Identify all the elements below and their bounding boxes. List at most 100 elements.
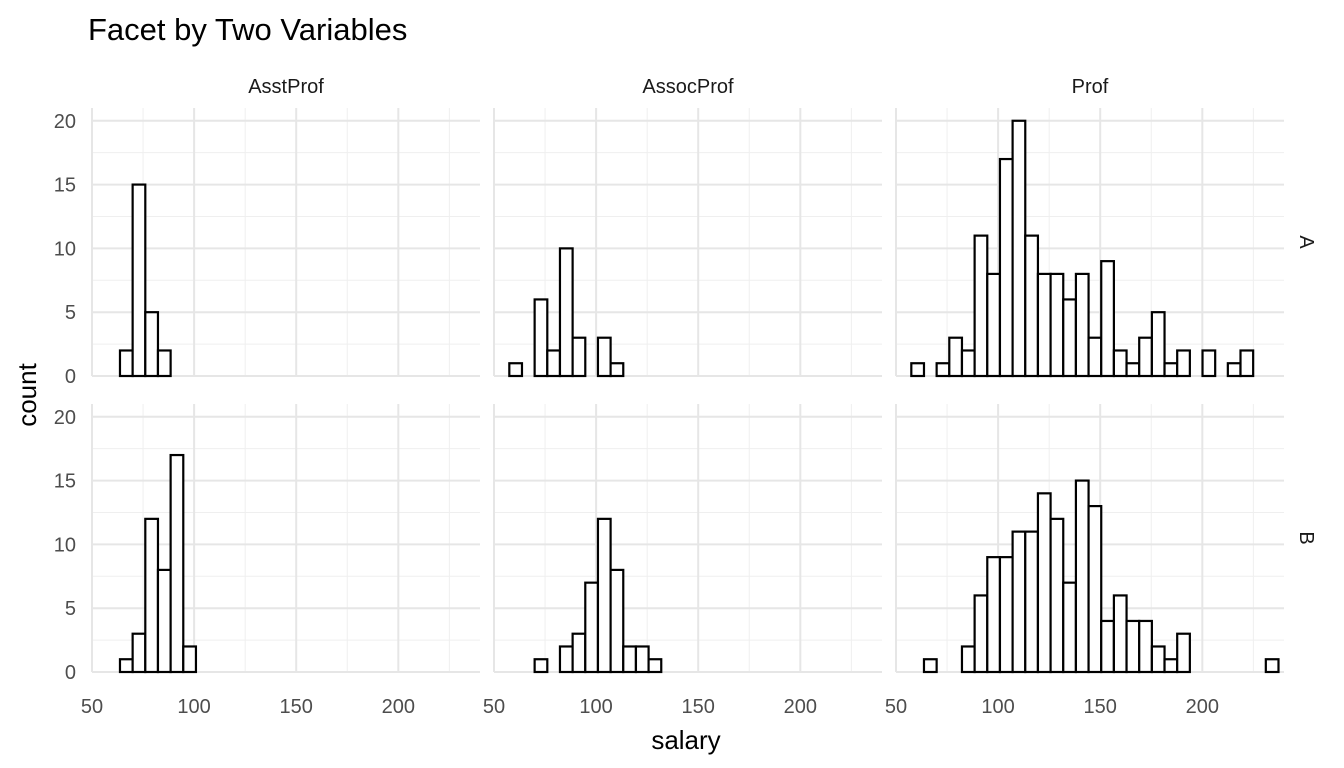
histogram-bar (1239, 349, 1255, 378)
histogram-bar (1100, 619, 1115, 674)
histogram-bar (1226, 362, 1242, 378)
strip-label-asstprof: AsstProf (248, 76, 324, 98)
histogram-bar (546, 349, 562, 378)
y-tick-label: 20 (54, 111, 76, 133)
x-tick-label: 100 (981, 696, 1014, 718)
histogram-bar (131, 632, 147, 674)
strip-label-prof: Prof (1072, 76, 1109, 98)
histogram-bar (1062, 581, 1078, 674)
panel-a-assocprof (493, 108, 882, 378)
panel-b-assocprof (493, 404, 882, 674)
y-axis-title: count (12, 362, 42, 426)
histogram-bar (144, 311, 160, 378)
y-tick-label: 15 (54, 471, 76, 493)
histogram-bar (118, 658, 134, 674)
histogram-bar (986, 272, 1002, 378)
y-tick-label: 20 (54, 407, 76, 429)
histogram-bar (622, 645, 638, 674)
histogram-bar (1176, 349, 1191, 378)
histogram-bar (634, 645, 650, 674)
histogram-bar (1087, 336, 1103, 378)
histogram-bar (998, 556, 1014, 674)
x-tick-label: 150 (682, 696, 715, 718)
histogram-bar (1163, 658, 1179, 674)
histogram-bar (1176, 632, 1191, 674)
x-tick-label: 50 (81, 696, 103, 718)
x-tick-label: 150 (280, 696, 313, 718)
x-tick-label: 150 (1084, 696, 1117, 718)
x-axis-ticks: 50 100 150 200 50 100 150 200 50 100 150 200 (81, 696, 1219, 718)
histogram-bar (922, 658, 938, 674)
histogram-bar (647, 658, 663, 674)
histogram-bar (508, 362, 524, 378)
histogram-bar (558, 645, 574, 674)
y-tick-label: 5 (65, 598, 76, 620)
histogram-bar (558, 247, 574, 378)
histogram-bar (169, 453, 185, 674)
histogram-bar (1100, 260, 1115, 378)
x-tick-label: 200 (1186, 696, 1219, 718)
panel-a-asstprof (91, 108, 480, 378)
histogram-bar (182, 645, 198, 674)
histogram-bar (156, 568, 172, 674)
histogram-bar (1138, 336, 1153, 378)
histogram-bar (1049, 272, 1065, 378)
x-tick-label: 50 (885, 696, 907, 718)
histogram-bar (571, 336, 587, 378)
histogram-bar (596, 517, 612, 674)
histogram-bar (1264, 658, 1280, 674)
histogram-bar (118, 349, 134, 378)
histogram-bar (1138, 619, 1153, 674)
histogram-bar (1011, 119, 1027, 378)
histogram-bar (533, 298, 549, 378)
panel-b-prof (895, 404, 1284, 674)
histogram-bar (948, 336, 964, 378)
histogram-bar (986, 556, 1002, 674)
y-tick-label: 0 (65, 662, 76, 684)
histogram-bar (609, 568, 625, 674)
histogram-bar (596, 336, 612, 378)
histogram-bar (1036, 492, 1052, 674)
histogram-bar (1074, 272, 1090, 378)
x-axis-title: salary (651, 725, 720, 755)
histogram-bar (1024, 530, 1040, 674)
histogram-bar (960, 645, 976, 674)
histogram-bar (1011, 530, 1027, 674)
histogram-bar (156, 349, 172, 378)
x-tick-label: 100 (579, 696, 612, 718)
histogram-bar (584, 581, 600, 674)
histogram-bar (1062, 298, 1078, 378)
histogram-bar (1201, 349, 1217, 378)
histogram-bar (1024, 234, 1040, 378)
histogram-bar (1112, 594, 1128, 674)
histogram-bar (571, 632, 587, 674)
histogram-bar (1087, 504, 1103, 674)
histogram-bar (1150, 311, 1166, 378)
histogram-bar (1074, 479, 1090, 674)
histogram-bar (935, 362, 951, 378)
histogram-bar (144, 517, 160, 674)
x-tick-label: 50 (483, 696, 505, 718)
panel-a-prof (895, 108, 1284, 378)
x-tick-label: 200 (382, 696, 415, 718)
histogram-bar (1163, 362, 1179, 378)
histogram-bar (1112, 349, 1128, 378)
histogram-bar (1125, 619, 1141, 674)
histogram-bar (960, 349, 976, 378)
histogram-bar (131, 183, 147, 378)
y-tick-label: 5 (65, 302, 76, 324)
y-tick-label: 10 (54, 534, 76, 556)
histogram-bar (533, 658, 549, 674)
x-tick-label: 200 (784, 696, 817, 718)
histogram-bar (1150, 645, 1166, 674)
histogram-bar (910, 362, 926, 378)
histogram-bar (973, 594, 989, 674)
facet-strips: AsstProf AssocProf Prof A B (248, 76, 1317, 545)
strip-label-assocprof: AssocProf (642, 76, 734, 98)
histogram-bar (973, 234, 989, 378)
histogram-bar (1125, 362, 1141, 378)
histogram-bar (609, 362, 625, 378)
histogram-bar (1036, 272, 1052, 378)
strip-label-b: B (1295, 531, 1317, 544)
